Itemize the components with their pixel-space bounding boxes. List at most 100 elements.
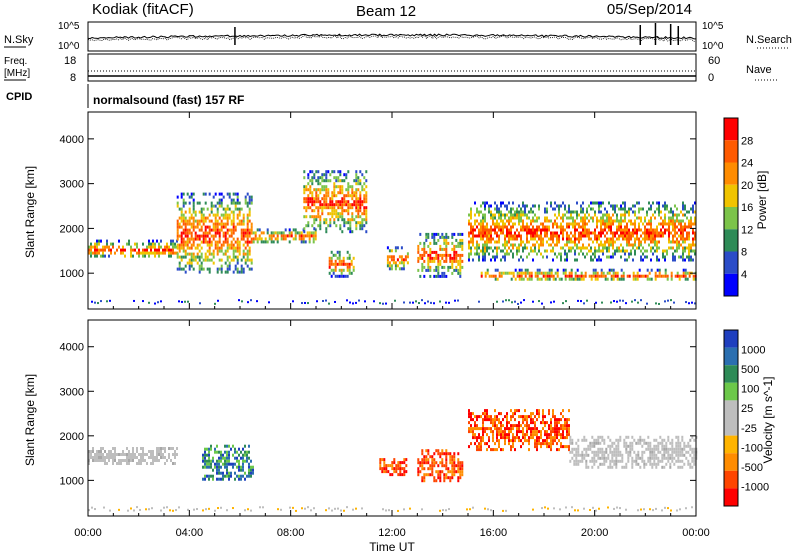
- velocity-echo-cell: [687, 462, 690, 466]
- power-echo-cell: [196, 234, 199, 238]
- power-echo-cell: [94, 301, 96, 304]
- power-echo-cell: [433, 302, 435, 305]
- power-echo-cell: [480, 231, 482, 235]
- power-echo-cell: [672, 255, 674, 259]
- velocity-echo-cell: [164, 456, 166, 459]
- power-echo-cell: [512, 207, 514, 211]
- power-echo-cell: [576, 213, 578, 217]
- velocity-echo-cell: [259, 506, 261, 509]
- power-echo-cell: [680, 210, 682, 214]
- power-echo-cell: [682, 201, 684, 205]
- power-echo-cell: [614, 271, 617, 275]
- power-echo-cell: [108, 248, 110, 252]
- velocity-echo-cell: [218, 456, 220, 460]
- power-echo-cell: [626, 249, 628, 253]
- power-echo-cell: [445, 256, 448, 260]
- power-echo-cell: [435, 265, 438, 269]
- velocity-echo-cell: [542, 418, 544, 422]
- power-colorbar-swatch: [724, 207, 738, 230]
- velocity-echo-cell: [593, 462, 596, 466]
- power-echo-cell: [453, 259, 456, 263]
- velocity-echo-cell: [439, 509, 441, 512]
- power-echo-cell: [206, 207, 209, 211]
- power-echo-cell: [222, 243, 225, 247]
- power-echo-cell: [234, 246, 237, 250]
- power-echo-cell: [546, 201, 548, 205]
- velocity-echo-cell: [597, 453, 600, 457]
- velocity-echo-cell: [500, 433, 502, 437]
- velocity-echo-cell: [633, 438, 636, 442]
- power-echo-cell: [230, 201, 233, 205]
- velocity-echo-cell: [679, 441, 682, 445]
- power-echo-cell: [664, 222, 666, 226]
- power-echo-cell: [624, 204, 626, 208]
- power-echo-cell: [347, 227, 350, 231]
- power-echo-cell: [335, 212, 338, 216]
- velocity-echo-cell: [669, 456, 672, 460]
- velocity-echo-cell: [518, 427, 520, 431]
- velocity-echo-cell: [172, 509, 174, 512]
- velocity-echo-cell: [474, 421, 476, 425]
- velocity-echo-cell: [649, 459, 652, 463]
- velocity-echo-cell: [629, 447, 632, 451]
- power-echo-cell: [208, 246, 211, 250]
- power-echo-cell: [656, 225, 658, 229]
- velocity-echo-cell: [691, 459, 694, 463]
- power-echo-cell: [188, 246, 191, 250]
- power-echo-cell: [270, 231, 273, 235]
- power-echo-cell: [662, 231, 664, 235]
- power-echo-cell: [250, 195, 253, 199]
- power-echo-cell: [350, 262, 353, 266]
- power-echo-cell: [600, 243, 602, 247]
- power-echo-cell: [532, 300, 534, 303]
- velocity-echo-cell: [459, 467, 462, 471]
- power-echo-cell: [582, 222, 584, 226]
- power-echo-cell: [210, 204, 213, 208]
- power-echo-cell: [266, 240, 269, 244]
- power-echo-cell: [427, 268, 430, 272]
- velocity-echo-cell: [397, 461, 400, 465]
- power-echo-cell: [530, 210, 532, 214]
- velocity-echo-cell: [498, 433, 500, 437]
- power-echo-cell: [445, 238, 448, 242]
- power-echo-cell: [568, 222, 570, 226]
- velocity-echo-cell: [550, 424, 552, 428]
- velocity-echo-cell: [566, 427, 568, 431]
- power-echo-cell: [572, 222, 574, 226]
- power-echo-cell: [532, 228, 534, 232]
- power-echo-cell: [441, 232, 444, 236]
- power-echo-cell: [224, 237, 227, 241]
- velocity-echo-cell: [548, 442, 550, 446]
- power-echo-cell: [459, 259, 462, 263]
- power-echo-cell: [190, 243, 193, 247]
- velocity-echo-cell: [550, 445, 552, 449]
- power-echo-cell: [154, 245, 156, 249]
- power-echo-cell: [361, 227, 364, 231]
- power-echo-cell: [508, 237, 510, 241]
- velocity-echo-cell: [587, 447, 590, 451]
- power-echo-cell: [453, 244, 456, 248]
- velocity-echo-cell: [645, 462, 648, 466]
- power-echo-cell: [182, 267, 185, 271]
- power-echo-cell: [486, 222, 488, 226]
- velocity-echo-cell: [132, 453, 134, 456]
- velocity-echo-cell: [206, 474, 208, 478]
- power-echo-cell: [333, 188, 336, 192]
- velocity-echo-cell: [617, 450, 620, 454]
- power-echo-cell: [524, 274, 527, 278]
- power-echo-cell: [348, 271, 351, 275]
- velocity-echo-cell: [566, 436, 568, 440]
- velocity-echo-cell: [472, 418, 474, 422]
- power-echo-cell: [578, 237, 580, 241]
- power-echo-cell: [317, 182, 320, 186]
- velocity-echo-cell: [397, 467, 400, 471]
- power-colorbar-tick: 4: [741, 269, 747, 281]
- velocity-echo-cell: [480, 448, 482, 452]
- power-echo-cell: [492, 219, 494, 223]
- power-echo-cell: [470, 210, 472, 214]
- power-echo-cell: [490, 228, 492, 232]
- power-echo-cell: [502, 249, 504, 253]
- velocity-echo-cell: [236, 450, 238, 454]
- velocity-echo-cell: [643, 441, 646, 445]
- power-echo-cell: [530, 246, 532, 250]
